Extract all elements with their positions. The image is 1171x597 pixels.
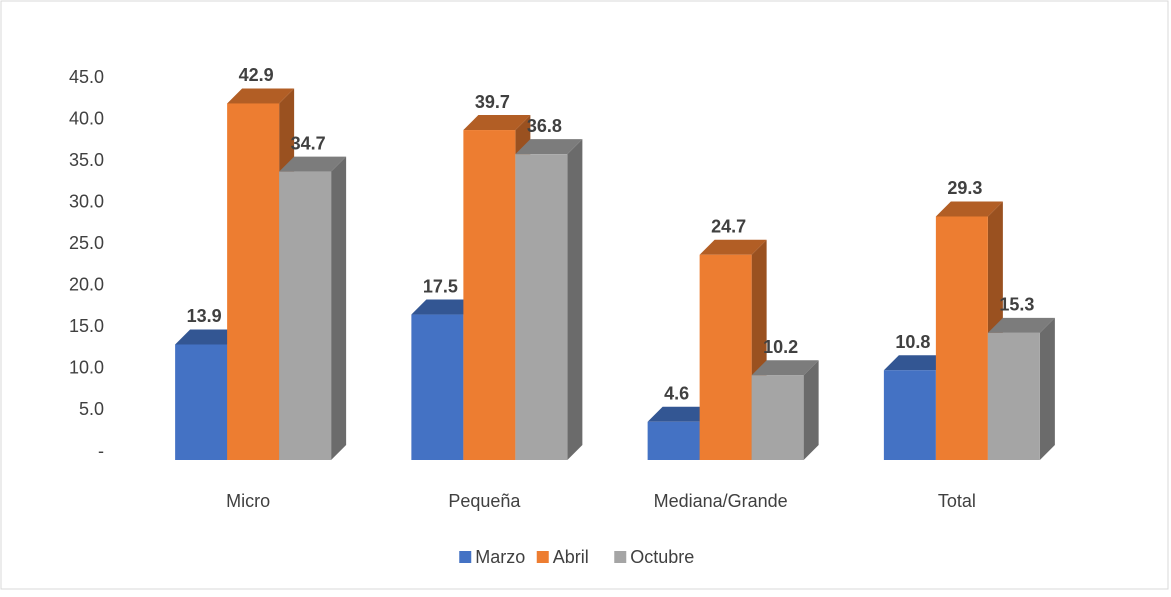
- bar: [987, 332, 1040, 460]
- bar: [883, 370, 936, 460]
- bar-top: [175, 329, 243, 345]
- legend-label: Marzo: [475, 547, 525, 567]
- value-label: 36.8: [527, 116, 562, 136]
- bar: [647, 421, 700, 460]
- bar: [463, 130, 516, 460]
- bar-top: [935, 201, 1003, 217]
- bar-side: [331, 156, 347, 461]
- value-label: 24.7: [711, 216, 746, 236]
- value-label: 10.2: [763, 337, 798, 357]
- bar-side: [1039, 317, 1055, 460]
- y-tick-label: 10.0: [69, 358, 104, 378]
- y-tick-label: 35.0: [69, 150, 104, 170]
- legend-swatch: [536, 551, 549, 563]
- x-tick-label: Pequeña: [448, 491, 521, 511]
- bar-side: [567, 139, 583, 460]
- y-tick-label: 15.0: [69, 316, 104, 336]
- value-label: 15.3: [999, 295, 1034, 315]
- x-tick-label: Micro: [226, 491, 270, 511]
- y-tick-label: 5.0: [79, 399, 104, 419]
- y-tick-label: 20.0: [69, 275, 104, 295]
- value-label: 17.5: [423, 276, 458, 296]
- legend-swatch: [459, 551, 472, 563]
- y-tick-label: 30.0: [69, 191, 104, 211]
- bar-top: [699, 239, 767, 255]
- bar-top: [279, 156, 347, 172]
- y-tick-label: 25.0: [69, 233, 104, 253]
- value-label: 29.3: [947, 178, 982, 198]
- bar-top: [515, 139, 583, 155]
- bar: [411, 314, 464, 460]
- value-label: 10.8: [895, 332, 930, 352]
- bar: [175, 344, 228, 460]
- bar-top: [227, 88, 295, 104]
- y-tick-label: 45.0: [69, 67, 104, 87]
- bar: [751, 375, 804, 460]
- legend-label: Octubre: [630, 547, 694, 567]
- value-label: 34.7: [291, 133, 326, 153]
- bar: [935, 216, 988, 460]
- bar-top: [883, 355, 951, 371]
- value-label: 13.9: [187, 306, 222, 326]
- bar-side: [803, 360, 819, 460]
- value-label: 4.6: [664, 384, 689, 404]
- bar-top: [411, 299, 479, 315]
- x-tick-label: Mediana/Grande: [654, 491, 788, 511]
- bar: [279, 171, 332, 461]
- bar-top: [463, 115, 531, 131]
- x-tick-label: Total: [938, 491, 976, 511]
- legend-label: Abril: [553, 547, 589, 567]
- value-label: 39.7: [475, 92, 510, 112]
- bar-top: [987, 317, 1055, 333]
- bar: [515, 154, 568, 460]
- bar-top: [751, 360, 819, 376]
- y-tick-label: -: [98, 441, 104, 461]
- legend-swatch: [614, 551, 627, 563]
- y-tick-label: 40.0: [69, 108, 104, 128]
- bar-top: [647, 406, 715, 422]
- value-label: 42.9: [239, 65, 274, 85]
- bar: [699, 254, 752, 460]
- bar: [227, 103, 280, 460]
